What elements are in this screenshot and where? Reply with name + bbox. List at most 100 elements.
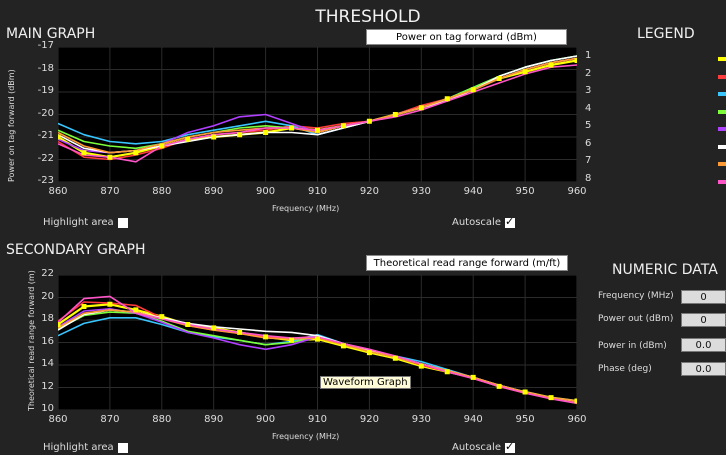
series-point <box>159 314 165 320</box>
legend-title: LEGEND <box>637 26 695 42</box>
main-highlight-checkbox[interactable] <box>117 217 128 228</box>
series-point <box>522 69 528 75</box>
series-point <box>418 105 424 111</box>
secondary-autoscale-label: Autoscale <box>452 442 501 453</box>
series-point <box>81 304 87 309</box>
x-tick-label: 960 <box>567 414 587 425</box>
secondary-autoscale-checkbox[interactable] <box>504 440 515 453</box>
right-tick-label: 8 <box>585 172 592 184</box>
page-title: THRESHOLD <box>315 7 421 27</box>
legend-swatch[interactable] <box>718 179 726 184</box>
series-point <box>159 143 165 149</box>
series-point <box>418 363 424 369</box>
main-highlight-row: Highlight area <box>43 217 128 228</box>
secondary-graph-plot[interactable] <box>58 275 577 410</box>
series-point <box>340 123 346 129</box>
x-tick-label: 950 <box>515 414 535 425</box>
legend-swatch[interactable] <box>718 74 726 79</box>
series-point <box>315 336 320 342</box>
right-tick-label: 6 <box>585 137 592 149</box>
x-tick-label: 960 <box>567 186 587 197</box>
series-point <box>366 118 372 124</box>
main-graph-xlabel: Frequency (MHz) <box>272 204 340 213</box>
series-point <box>58 134 61 140</box>
x-tick-label: 920 <box>359 414 379 425</box>
series-point <box>107 301 113 307</box>
y-tick-label: 20 <box>41 290 54 302</box>
x-tick-label: 880 <box>152 414 172 425</box>
x-tick-label: 870 <box>100 414 120 425</box>
x-tick-label: 950 <box>515 186 535 197</box>
series-point <box>315 127 320 133</box>
legend-swatch[interactable] <box>718 57 726 61</box>
x-tick-label: 860 <box>48 414 68 425</box>
phase-value: 0.0 <box>681 362 726 376</box>
main-graph-plot[interactable] <box>58 47 577 182</box>
main-highlight-label: Highlight area <box>43 217 114 228</box>
main-autoscale-row: Autoscale <box>452 215 515 228</box>
x-tick-label: 890 <box>204 186 224 197</box>
y-tick-label: -19 <box>37 85 54 96</box>
series-point <box>574 58 577 63</box>
series-point <box>237 132 243 138</box>
y-tick-label: -21 <box>37 130 54 141</box>
legend-swatch[interactable] <box>718 92 726 96</box>
main-graph-title: MAIN GRAPH <box>6 26 96 42</box>
series-point <box>548 395 554 401</box>
series-point <box>133 307 139 313</box>
legend-swatch[interactable] <box>718 162 726 166</box>
series-point <box>289 125 295 131</box>
series-point <box>574 398 577 404</box>
frequency-label: Frequency (MHz) <box>598 291 674 301</box>
series-point <box>81 150 87 156</box>
x-tick-label: 920 <box>359 186 379 197</box>
power-out-value: 0 <box>681 313 726 327</box>
secondary-highlight-checkbox[interactable] <box>117 442 128 453</box>
series-point <box>237 329 243 335</box>
series-point <box>211 134 217 140</box>
y-tick-label: 16 <box>41 335 54 347</box>
x-tick-label: 940 <box>463 414 483 425</box>
x-tick-label: 910 <box>307 414 328 425</box>
main-autoscale-checkbox[interactable] <box>504 215 515 228</box>
series-point <box>548 62 554 68</box>
right-tick-label: 7 <box>585 155 592 166</box>
series-point <box>263 334 269 340</box>
series-point <box>496 383 502 389</box>
y-tick-label: 18 <box>41 313 54 324</box>
series-point <box>58 322 61 327</box>
waveform-graph-tooltip: Waveform Graph <box>320 376 411 389</box>
secondary-graph-xlabel: Frequency (MHz) <box>272 432 340 441</box>
legend-swatch[interactable] <box>718 109 726 114</box>
series-point <box>185 136 191 142</box>
series-point <box>289 337 295 343</box>
y-tick-label: -17 <box>37 40 54 51</box>
phase-label: Phase (deg) <box>598 364 652 374</box>
right-tick-label: 4 <box>585 102 592 114</box>
x-tick-label: 900 <box>256 414 276 425</box>
y-tick-label: 10 <box>41 403 54 414</box>
y-tick-label: -23 <box>37 175 54 186</box>
secondary-graph-selector[interactable]: Theoretical read range forward (m/ft) <box>366 255 568 271</box>
x-tick-label: 910 <box>307 186 328 197</box>
frequency-value: 0 <box>681 290 726 304</box>
legend-swatch[interactable] <box>718 144 726 149</box>
x-tick-label: 940 <box>463 186 483 197</box>
legend-swatch[interactable] <box>718 127 726 131</box>
x-tick-label: 930 <box>411 186 431 197</box>
main-graph-selector[interactable]: Power on tag forward (dBm) <box>366 29 567 45</box>
series-point <box>133 150 139 156</box>
secondary-autoscale-row: Autoscale <box>452 440 515 453</box>
series-point <box>522 389 528 395</box>
y-tick-label: 22 <box>41 268 54 279</box>
power-in-label: Power in (dBm) <box>598 341 667 351</box>
secondary-highlight-row: Highlight area <box>43 442 128 453</box>
x-tick-label: 930 <box>411 414 431 425</box>
series-point <box>392 112 398 117</box>
main-autoscale-label: Autoscale <box>452 217 501 228</box>
secondary-highlight-label: Highlight area <box>43 442 114 453</box>
series-point <box>366 350 372 356</box>
series-point <box>211 325 217 331</box>
right-tick-label: 3 <box>585 85 592 96</box>
power-in-value: 0.0 <box>681 338 726 352</box>
